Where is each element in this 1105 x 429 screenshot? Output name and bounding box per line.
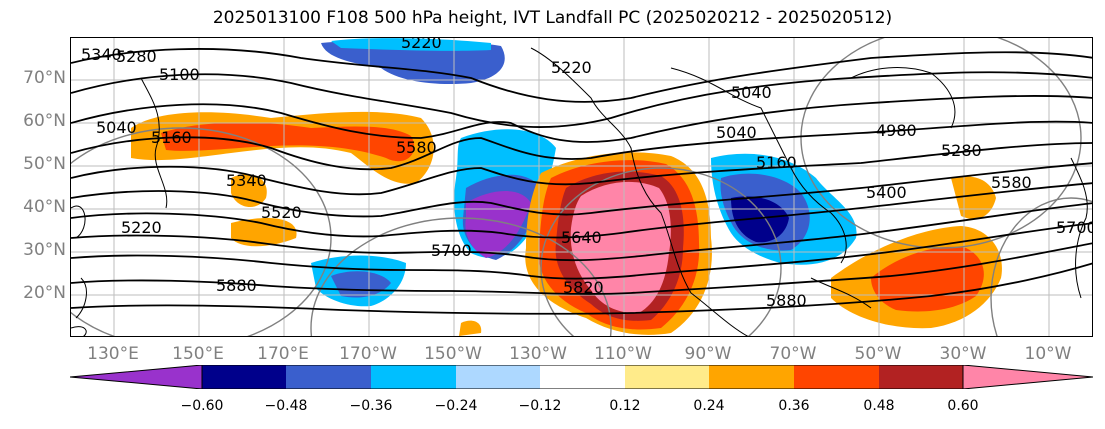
- colorbar-segment: [371, 365, 456, 389]
- contour-label: 5280: [116, 47, 157, 66]
- lon-label-70w: 70°W: [769, 344, 817, 364]
- contour-label: 5280: [941, 141, 982, 160]
- colorbar-segment: [879, 365, 963, 389]
- contour-label: 5040: [731, 83, 772, 102]
- lon-label-130w: 130°W: [509, 344, 567, 364]
- colorbar-tick: −0.24: [434, 398, 478, 414]
- colorbar-tick: 0.12: [609, 398, 641, 414]
- colorbar-segment: [286, 365, 371, 389]
- lat-label-60n: 60°N: [23, 111, 66, 131]
- contour-label: 5100: [159, 65, 200, 84]
- map-panel: 5340 5280 5100 5040 5160 5220 5580 5340 …: [70, 37, 1093, 337]
- contour-label: 5820: [563, 278, 604, 297]
- contour-label: 5220: [121, 218, 162, 237]
- lon-label-50w: 50°W: [854, 344, 902, 364]
- lon-label-110w: 110°W: [594, 344, 652, 364]
- lat-label-70n: 70°N: [23, 68, 66, 88]
- chart-title: 2025013100 F108 500 hPa height, IVT Land…: [212, 8, 893, 28]
- lon-label-10w: 10°W: [1024, 344, 1072, 364]
- lon-label-130e: 130°E: [87, 344, 139, 364]
- contour-label: 5880: [766, 291, 807, 310]
- contour-label: 5700: [1056, 218, 1093, 237]
- contour-label: 5340: [226, 171, 267, 190]
- lon-label-170e: 170°E: [257, 344, 309, 364]
- colorbar-segment: [456, 365, 540, 389]
- lat-label-40n: 40°N: [23, 197, 66, 217]
- contour-label: 5520: [261, 203, 302, 222]
- graticule: [71, 38, 1092, 336]
- colorbar-tick: 0.24: [693, 398, 725, 414]
- lon-label-30w: 30°W: [939, 344, 987, 364]
- lat-label-30n: 30°N: [23, 240, 66, 260]
- lon-label-90w: 90°W: [684, 344, 732, 364]
- contour-label: 5040: [716, 123, 757, 142]
- height-contours: [71, 48, 1092, 315]
- contour-label: 5700: [431, 241, 472, 260]
- lon-label-150w: 150°W: [424, 344, 482, 364]
- colorbar-tick: −0.48: [264, 398, 308, 414]
- colorbar-tick: −0.12: [518, 398, 562, 414]
- lon-label-170w: 170°W: [339, 344, 397, 364]
- lat-label-20n: 20°N: [23, 283, 66, 303]
- contour-label: 5640: [561, 228, 602, 247]
- colorbar-segment: [709, 365, 794, 389]
- map-svg: 5340 5280 5100 5040 5160 5220 5580 5340 …: [71, 38, 1093, 336]
- colorbar-segment: [540, 365, 625, 389]
- contour-labels: 5340 5280 5100 5040 5160 5220 5580 5340 …: [81, 38, 1093, 310]
- contour-label: 5040: [96, 118, 137, 137]
- lon-label-150e: 150°E: [172, 344, 224, 364]
- colorbar-segment: [794, 365, 879, 389]
- colorbar: [70, 365, 1093, 389]
- colorbar-tick: 0.48: [863, 398, 895, 414]
- contour-label: 5160: [151, 128, 192, 147]
- contour-label: 5580: [396, 138, 437, 157]
- contour-label: 5160: [756, 153, 797, 172]
- contour-label: 5220: [551, 58, 592, 77]
- colorbar-segment: [202, 365, 286, 389]
- colorbar-tick: −0.60: [180, 398, 224, 414]
- contour-label: 5400: [866, 183, 907, 202]
- pc-circles: [71, 38, 1092, 336]
- contour-label: 4980: [876, 121, 917, 140]
- contour-label: 5220: [401, 38, 442, 52]
- colorbar-tick: 0.60: [947, 398, 979, 414]
- colorbar-tick: 0.36: [778, 398, 810, 414]
- colorbar-extend-high: [962, 365, 1093, 389]
- colorbar-extend-low: [70, 365, 203, 389]
- lat-label-50n: 50°N: [23, 154, 66, 174]
- contour-label: 5580: [991, 173, 1032, 192]
- contour-label: 5880: [216, 276, 257, 295]
- colorbar-tick: −0.36: [349, 398, 393, 414]
- colorbar-segment: [625, 365, 709, 389]
- contour-label: 5340: [81, 45, 122, 64]
